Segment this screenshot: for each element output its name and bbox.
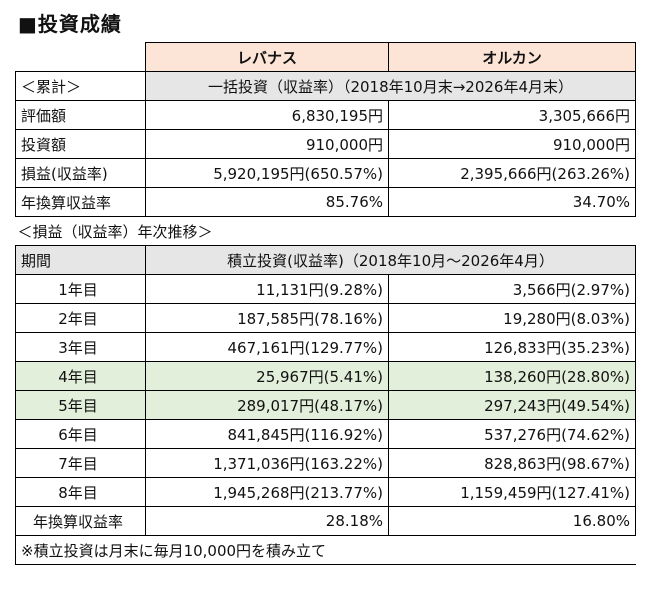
table-row: 7年目 1,371,036円(163.22%) 828,863円(98.67%) [15, 448, 636, 478]
value-cell: 34.70% [388, 187, 636, 217]
value-cell: 1,945,268円(213.77%) [145, 477, 389, 507]
page-title: ■投資成績 [18, 12, 122, 36]
row-label: 損益(収益率) [15, 158, 146, 188]
value-cell: 1,371,036円(163.22%) [145, 448, 389, 478]
column-header-orukan: オルカン [388, 42, 636, 72]
year-label: 2年目 [15, 303, 146, 333]
table-row: 2年目 187,585円(78.16%) 19,280円(8.03%) [15, 303, 636, 333]
table-row: 3年目 467,161円(129.77%) 126,833円(35.23%) [15, 332, 636, 362]
value-cell: 25,967円(5.41%) [145, 361, 389, 391]
row-label: 投資額 [15, 129, 146, 159]
footnote: ※積立投資は月末に毎月10,000円を積み立て [15, 535, 636, 565]
value-cell: 841,845円(116.92%) [145, 419, 389, 449]
value-cell: 85.76% [145, 187, 389, 217]
value-cell: 6,830,195円 [145, 100, 389, 130]
value-cell: 910,000円 [145, 129, 389, 159]
value-cell: 289,017円(48.17%) [145, 390, 389, 420]
year-label: 1年目 [15, 274, 146, 304]
footnote-row: ※積立投資は月末に毎月10,000円を積み立て [15, 535, 636, 565]
value-cell: 467,161円(129.77%) [145, 332, 389, 362]
year-label: 3年目 [15, 332, 146, 362]
row-label: 年換算収益率 [15, 187, 146, 217]
table-row: 8年目 1,945,268円(213.77%) 1,159,459円(127.4… [15, 477, 636, 507]
table-row-highlighted: 5年目 289,017円(48.17%) 297,243円(49.54%) [15, 390, 636, 420]
row-label: 評価額 [15, 100, 146, 130]
year-label: 7年目 [15, 448, 146, 478]
value-cell: 297,243円(49.54%) [388, 390, 636, 420]
value-cell: 2,395,666円(263.26%) [388, 158, 636, 188]
value-cell: 28.18% [145, 506, 389, 536]
value-cell: 3,566円(2.97%) [388, 274, 636, 304]
value-cell: 1,159,459円(127.41%) [388, 477, 636, 507]
value-cell: 16.80% [388, 506, 636, 536]
table-row: 投資額 910,000円 910,000円 [15, 129, 636, 159]
value-cell: 537,276円(74.62%) [388, 419, 636, 449]
value-cell: 910,000円 [388, 129, 636, 159]
value-cell: 5,920,195円(650.57%) [145, 158, 389, 188]
table-row: 損益(収益率) 5,920,195円(650.57%) 2,395,666円(2… [15, 158, 636, 188]
column-header-levnas: レバナス [145, 42, 389, 72]
annual-return-label: 年換算収益率 [15, 506, 146, 536]
value-cell: 3,305,666円 [388, 100, 636, 130]
table-row: 評価額 6,830,195円 3,305,666円 [15, 100, 636, 130]
summary-period: 一括投資（収益率）（2018年10月末→2026年4月末） [145, 71, 636, 101]
value-cell: 126,833円(35.23%) [388, 332, 636, 362]
summary-header-row: ＜累計＞ 一括投資（収益率）（2018年10月末→2026年4月末） [15, 71, 636, 101]
year-label: 8年目 [15, 477, 146, 507]
value-cell: 187,585円(78.16%) [145, 303, 389, 333]
value-cell: 19,280円(8.03%) [388, 303, 636, 333]
year-label: 6年目 [15, 419, 146, 449]
table-row: 年換算収益率 85.76% 34.70% [15, 187, 636, 217]
year-label: 4年目 [15, 361, 146, 391]
yearly-period: 積立投資(収益率)（2018年10月～2026年4月） [145, 245, 636, 275]
table-row-highlighted: 4年目 25,967円(5.41%) 138,260円(28.80%) [15, 361, 636, 391]
section-title-row: ＜損益（収益率）年次推移＞ [15, 216, 636, 246]
table-row: 6年目 841,845円(116.92%) 537,276円(74.62%) [15, 419, 636, 449]
table-row: 1年目 11,131円(9.28%) 3,566円(2.97%) [15, 274, 636, 304]
period-head-label: 期間 [15, 245, 146, 275]
yearly-section-label: ＜損益（収益率）年次推移＞ [15, 216, 636, 246]
value-cell: 11,131円(9.28%) [145, 274, 389, 304]
summary-section-label: ＜累計＞ [15, 71, 146, 101]
year-label: 5年目 [15, 390, 146, 420]
annual-return-row: 年換算収益率 28.18% 16.80% [15, 506, 636, 536]
value-cell: 138,260円(28.80%) [388, 361, 636, 391]
results-table: レバナス オルカン ＜累計＞ 一括投資（収益率）（2018年10月末→2026年… [15, 42, 636, 565]
yearly-header-row: 期間 積立投資(収益率)（2018年10月～2026年4月） [15, 245, 636, 275]
value-cell: 828,863円(98.67%) [388, 448, 636, 478]
column-header-row: レバナス オルカン [15, 42, 636, 72]
